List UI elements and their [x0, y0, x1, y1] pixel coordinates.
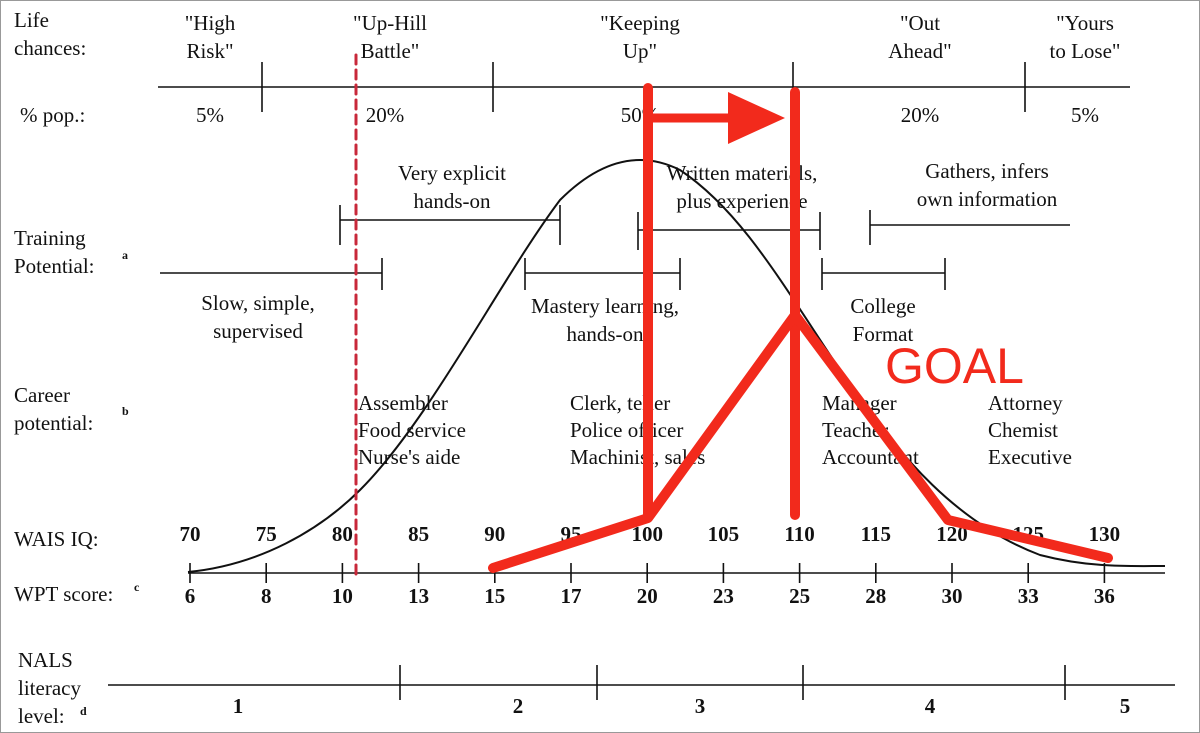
- iq-label: 130: [1089, 522, 1121, 546]
- row-label: NALS: [18, 648, 73, 672]
- life-chance: "Keeping: [600, 11, 680, 35]
- footnote-mark: c: [134, 580, 140, 594]
- row-label: Potential:: [14, 254, 95, 278]
- career: Clerk, teller: [570, 391, 670, 415]
- life-chance: "Yours: [1056, 11, 1114, 35]
- iq-label: 110: [784, 522, 814, 546]
- training-level: supervised: [213, 319, 303, 343]
- row-label: level:: [18, 704, 65, 728]
- wpt-label: 15: [484, 584, 505, 608]
- wpt-label: 6: [185, 584, 196, 608]
- life-chance: "High: [185, 11, 236, 35]
- bell-curve: [187, 159, 1166, 573]
- career: Police officer: [570, 418, 683, 442]
- wpt-label: 28: [865, 584, 886, 608]
- training-level: hands-on: [567, 322, 644, 346]
- wpt-label: 25: [789, 584, 810, 608]
- annotations: [354, 53, 1113, 582]
- iq-label: 85: [408, 522, 429, 546]
- life-chance: Ahead": [888, 39, 951, 63]
- nals-level: 1: [233, 694, 244, 718]
- nals-level: 2: [513, 694, 524, 718]
- wpt-label: 30: [942, 584, 963, 608]
- wpt-label: 8: [261, 584, 272, 608]
- nals-level: 4: [925, 694, 936, 718]
- population-share: 20%: [366, 103, 405, 127]
- wpt-label: 13: [408, 584, 429, 608]
- row-label: potential:: [14, 411, 93, 435]
- iq-label: 90: [484, 522, 505, 546]
- life-chance: "Up-Hill: [353, 11, 427, 35]
- nals-level: 5: [1120, 694, 1131, 718]
- career: Executive: [988, 445, 1072, 469]
- training-level: Mastery learning,: [531, 294, 679, 318]
- row-label: WPT score:: [14, 582, 113, 606]
- life-chance: Battle": [361, 39, 420, 63]
- wpt-label: 17: [561, 584, 582, 608]
- text-layer: Life chances: % pop.: Training Potential: a Ca…: [14, 8, 1130, 728]
- wpt-label: 20: [637, 584, 658, 608]
- footnote-mark: d: [80, 704, 87, 718]
- iq-label: 75: [256, 522, 277, 546]
- row-label: literacy: [18, 676, 81, 700]
- career: Food service: [358, 418, 466, 442]
- row-label: Career: [14, 383, 70, 407]
- row-label: Training: [14, 226, 86, 250]
- wpt-label: 33: [1018, 584, 1039, 608]
- row-label: WAIS IQ:: [14, 527, 99, 551]
- population-share: 5%: [1071, 103, 1099, 127]
- career: Assembler: [358, 391, 448, 415]
- training-level: Very explicit: [398, 161, 506, 185]
- training-level: Slow, simple,: [201, 291, 315, 315]
- wpt-label: 36: [1094, 584, 1115, 608]
- career: Chemist: [988, 418, 1058, 442]
- nals-level: 3: [695, 694, 706, 718]
- training-level: plus experience: [676, 189, 807, 213]
- row-label: Life: [14, 8, 49, 32]
- row-label: chances:: [14, 36, 86, 60]
- training-level: Format: [853, 322, 914, 346]
- training-level: Gathers, infers: [925, 159, 1049, 183]
- iq-label: 115: [861, 522, 891, 546]
- wpt-label: 10: [332, 584, 353, 608]
- training-level: own information: [917, 187, 1058, 211]
- training-level: College: [850, 294, 915, 318]
- wpt-label: 23: [713, 584, 734, 608]
- footnote-mark: b: [122, 404, 129, 418]
- row-label: % pop.:: [20, 103, 85, 127]
- career: Nurse's aide: [358, 445, 460, 469]
- iq-label: 70: [180, 522, 201, 546]
- iq-label: 80: [332, 522, 353, 546]
- population-share: 5%: [196, 103, 224, 127]
- life-chance: to Lose": [1050, 39, 1121, 63]
- life-chance: "Out: [900, 11, 940, 35]
- life-chance: Risk": [186, 39, 233, 63]
- footnote-mark: a: [122, 248, 128, 262]
- career: Attorney: [988, 391, 1063, 415]
- iq-label: 105: [708, 522, 740, 546]
- population-share: 20%: [901, 103, 940, 127]
- life-chance: Up": [623, 39, 657, 63]
- training-level: hands-on: [414, 189, 491, 213]
- goal-annotation: GOAL: [885, 338, 1024, 394]
